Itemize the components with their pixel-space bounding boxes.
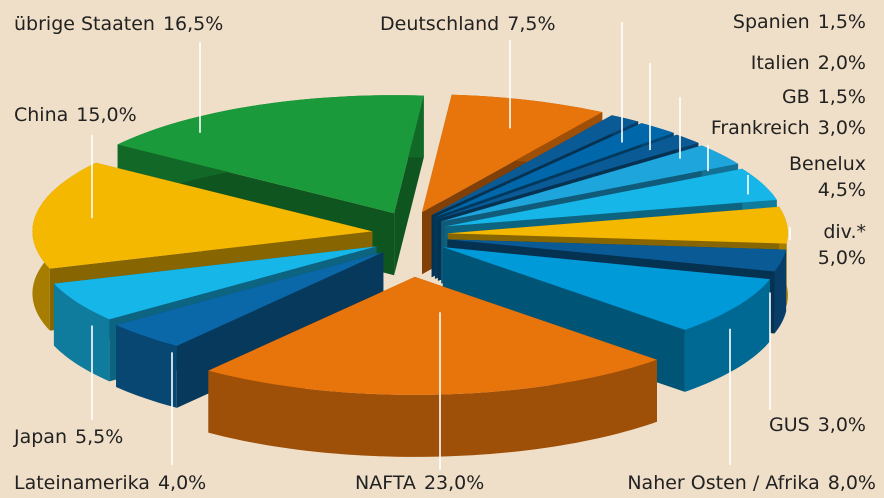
slice-value: 5,5%	[75, 426, 123, 448]
slice-value: 4,5%	[818, 179, 866, 201]
slice-top	[447, 206, 788, 244]
slice-top	[434, 123, 674, 217]
slice-side	[208, 359, 657, 457]
slice-value: 3,0%	[818, 117, 866, 139]
slice-value: 16,5%	[163, 13, 223, 35]
slice-value: 1,5%	[818, 86, 866, 108]
slice-name: Deutschland	[380, 13, 499, 35]
slice-wall	[116, 252, 384, 388]
slice-value: 8,0%	[828, 472, 876, 494]
slice-label: GB 1,5%	[782, 86, 866, 108]
slice-value: 3,0%	[818, 414, 866, 436]
slice-top	[422, 94, 603, 213]
slice-side	[684, 279, 770, 392]
slice-side	[774, 249, 787, 334]
slice-label: Lateinamerika 4,0%	[14, 472, 206, 494]
slice-label: NAFTA 23,0%	[355, 472, 484, 494]
pie	[32, 94, 788, 457]
slice-name: Naher Osten / Afrika	[627, 472, 819, 494]
slice-name: GB	[782, 86, 810, 108]
slice-side	[53, 283, 110, 382]
slice-label: GUS 3,0%	[769, 414, 866, 436]
slice-label: Benelux 4,5%	[789, 153, 866, 201]
slice-value: 1,5%	[818, 11, 866, 33]
slice-name: Italien	[751, 52, 810, 74]
slice-top	[32, 162, 373, 269]
slice-label: Naher Osten / Afrika 8,0%	[627, 472, 876, 494]
slice-label: Spanien 1,5%	[733, 11, 866, 33]
slice-value: 5,0%	[818, 247, 866, 269]
slice-name: NAFTA	[355, 472, 416, 494]
slice-name: Frankreich	[711, 117, 810, 139]
slice-top	[442, 247, 770, 330]
slice-label: div.* 5,0%	[818, 221, 866, 269]
slice-top	[437, 134, 699, 219]
slice-top	[441, 145, 739, 222]
slice-top	[208, 276, 657, 395]
slice-top	[431, 115, 639, 216]
slice-name: div.*	[823, 221, 866, 243]
slice-label: Frankreich 3,0%	[711, 117, 866, 139]
slice-name: Japan	[13, 426, 67, 448]
slice-name: China	[14, 104, 68, 126]
slice-label: übrige Staaten 16,5%	[14, 13, 223, 35]
slice-side	[116, 325, 177, 408]
slice-top	[116, 252, 384, 346]
slice-label: Deutschland 7,5%	[380, 13, 556, 35]
slice-label: Italien 2,0%	[751, 52, 866, 74]
slice-name: Spanien	[733, 11, 810, 33]
slice-top	[447, 239, 787, 272]
slice-top	[53, 246, 377, 320]
slice-value: 7,5%	[507, 13, 555, 35]
slice-name: übrige Staaten	[14, 13, 155, 35]
slice-label: Japan 5,5%	[13, 426, 123, 448]
slice-name: Lateinamerika	[14, 472, 150, 494]
slice-value: 2,0%	[818, 52, 866, 74]
slice-name: Benelux	[789, 153, 866, 175]
slice-value: 4,0%	[158, 472, 206, 494]
slice-top	[445, 168, 777, 227]
slice-label: China 15,0%	[14, 104, 137, 126]
slice-value: 23,0%	[424, 472, 484, 494]
slice-top	[117, 95, 424, 214]
slice-value: 15,0%	[76, 104, 136, 126]
slice-name: GUS	[769, 414, 810, 436]
